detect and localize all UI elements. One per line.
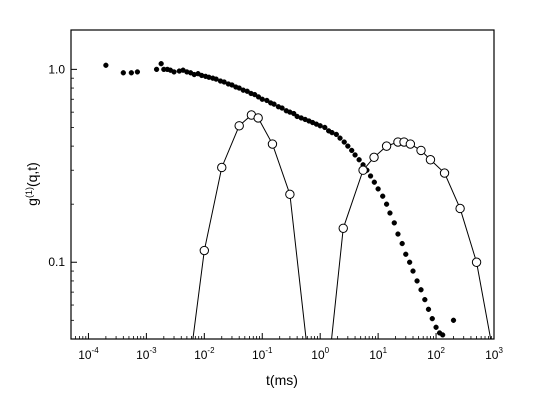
- series-2-point-1: [338, 223, 348, 233]
- y-axis-title-main: g: [24, 198, 40, 206]
- series-0-point-22: [221, 79, 227, 85]
- series-0-point-26: [236, 85, 242, 91]
- y-tick-label-1: 0.1: [48, 255, 65, 269]
- series-1-point-1: [199, 245, 210, 256]
- series-0-point-57: [356, 157, 362, 163]
- x-axis-title: t(ms): [266, 372, 298, 388]
- series-1-line: [192, 114, 307, 339]
- series-0-point-54: [345, 143, 351, 149]
- tick-layer: 10-4 10-3 10-2 10-1 100 101 102 103 1.0 0.1: [48, 62, 503, 362]
- series-0-point-2: [128, 70, 134, 76]
- series-0-point-66: [391, 220, 397, 226]
- series-1-point-5: [253, 113, 263, 123]
- series-0-point-52: [337, 135, 343, 141]
- series-0-point-61: [371, 179, 377, 185]
- x-tick-label-3: 10-1: [252, 346, 273, 362]
- series-0-point-70: [407, 259, 413, 265]
- series-0-point-31: [255, 94, 262, 100]
- series-2-line: [331, 141, 492, 339]
- series-0-point-33: [264, 97, 270, 104]
- y-tick-label-0: 1.0: [48, 62, 65, 76]
- series-0-point-0: [103, 62, 109, 68]
- series-0-point-69: [403, 251, 409, 257]
- series-2-point-10: [439, 168, 450, 178]
- series-1-point-8: [303, 346, 311, 354]
- y-axis-title-tail: (q,t): [24, 162, 40, 187]
- plot-frame: [70, 29, 495, 340]
- series-0-point-77: [433, 324, 439, 330]
- x-tick-label-1: 10-3: [136, 346, 157, 362]
- series-0-point-63: [380, 193, 386, 199]
- series-0-point-74: [422, 296, 428, 303]
- series-0-point-68: [399, 240, 405, 247]
- series-2-point-3: [369, 152, 379, 163]
- series-0-point-76: [429, 316, 435, 322]
- series-0-point-5: [158, 61, 164, 67]
- series-0-point-3: [134, 69, 141, 75]
- series-0-point-75: [425, 306, 432, 312]
- series-2-point-4: [381, 141, 392, 151]
- series-0-point-20: [213, 76, 219, 82]
- series-0-point-56: [352, 152, 358, 158]
- series-0-point-60: [367, 173, 374, 179]
- series-1-point-6: [267, 139, 278, 149]
- series-0-point-73: [418, 287, 424, 293]
- series-0-point-1: [120, 70, 126, 76]
- series-2-point-8: [416, 145, 426, 156]
- data-layer: [103, 61, 492, 354]
- x-tick-label-4: 100: [311, 346, 329, 362]
- series-0-point-47: [317, 123, 323, 129]
- series-0-point-72: [414, 278, 420, 284]
- series-1-point-7: [285, 189, 295, 200]
- series-0-point-55: [349, 147, 355, 154]
- series-0-point-4: [153, 66, 160, 73]
- x-tick-label-5: 101: [369, 346, 387, 362]
- series-0-point-64: [383, 201, 390, 207]
- series-0-point-62: [375, 186, 381, 192]
- series-0-point-65: [387, 210, 393, 216]
- x-tick-label-7: 103: [485, 346, 503, 362]
- series-2-point-7: [405, 139, 416, 149]
- series-0-point-30: [252, 91, 258, 98]
- x-tick-label-0: 10-4: [78, 346, 99, 362]
- series-0-point-35: [271, 101, 277, 107]
- series-2-point-9: [425, 155, 436, 165]
- series-0-point-48: [322, 124, 328, 131]
- series-0-point-37: [279, 105, 285, 111]
- series-0-point-51: [333, 131, 339, 138]
- series-2-point-2: [358, 165, 368, 175]
- series-2-point-12: [471, 257, 482, 267]
- series-0-point-67: [395, 231, 401, 237]
- series-0-point-80: [450, 317, 457, 323]
- x-tick-label-2: 10-2: [194, 346, 215, 362]
- series-0-point-79: [440, 332, 446, 338]
- x-tick-label-6: 102: [427, 346, 445, 362]
- series-0-point-40: [291, 110, 297, 117]
- series-0-point-32: [259, 96, 265, 102]
- series-1-point-3: [234, 121, 244, 131]
- y-axis-title-sup: (1): [24, 187, 34, 198]
- series-2-point-11: [455, 203, 465, 214]
- series-0-point-9: [171, 69, 177, 75]
- series-0-point-71: [410, 268, 416, 274]
- series-1-point-2: [217, 162, 227, 173]
- series-0-point-53: [341, 139, 347, 145]
- y-axis-title: g(1)(q,t): [24, 162, 40, 206]
